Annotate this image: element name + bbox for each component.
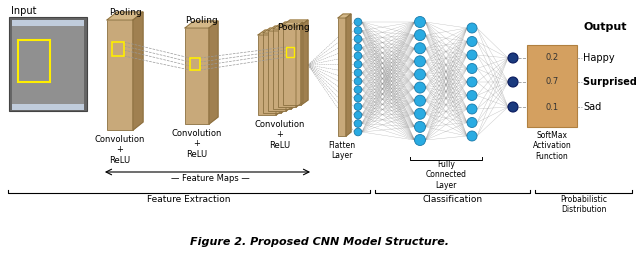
Circle shape bbox=[354, 86, 362, 94]
Text: Happy: Happy bbox=[583, 53, 614, 63]
Text: — Feature Maps —: — Feature Maps — bbox=[171, 174, 250, 183]
Circle shape bbox=[415, 82, 426, 93]
Text: Convolution
+
ReLU: Convolution + ReLU bbox=[254, 120, 305, 150]
Bar bbox=[273, 29, 291, 109]
Text: Figure 2. Proposed CNN Model Structure.: Figure 2. Proposed CNN Model Structure. bbox=[191, 237, 449, 247]
Circle shape bbox=[354, 128, 362, 136]
Bar bbox=[107, 20, 133, 130]
Text: Flatten
Layer: Flatten Layer bbox=[328, 141, 356, 160]
Bar bbox=[185, 28, 209, 124]
Polygon shape bbox=[278, 22, 303, 27]
Bar bbox=[527, 45, 577, 127]
Circle shape bbox=[354, 44, 362, 51]
Polygon shape bbox=[283, 20, 308, 25]
Bar bbox=[278, 27, 296, 107]
Polygon shape bbox=[346, 14, 351, 136]
Circle shape bbox=[467, 131, 477, 141]
Circle shape bbox=[467, 77, 477, 87]
Bar bbox=[263, 33, 281, 113]
Polygon shape bbox=[338, 14, 351, 18]
Circle shape bbox=[354, 111, 362, 119]
Text: 0.7: 0.7 bbox=[545, 78, 559, 87]
Circle shape bbox=[467, 23, 477, 33]
Circle shape bbox=[508, 77, 518, 87]
Polygon shape bbox=[209, 21, 218, 124]
FancyBboxPatch shape bbox=[9, 17, 87, 111]
Text: Convolution
+
ReLU: Convolution + ReLU bbox=[172, 129, 222, 159]
Polygon shape bbox=[301, 20, 308, 105]
Polygon shape bbox=[281, 28, 288, 113]
Polygon shape bbox=[133, 12, 143, 130]
Text: SoftMax
Activation
Function: SoftMax Activation Function bbox=[532, 131, 572, 161]
Circle shape bbox=[508, 102, 518, 112]
Circle shape bbox=[415, 69, 426, 80]
Text: Sad: Sad bbox=[583, 102, 601, 112]
Circle shape bbox=[467, 117, 477, 127]
Polygon shape bbox=[276, 30, 283, 115]
Circle shape bbox=[467, 63, 477, 74]
Bar bbox=[12, 26, 84, 104]
Circle shape bbox=[354, 35, 362, 43]
Circle shape bbox=[415, 43, 426, 54]
Text: Input: Input bbox=[11, 6, 36, 16]
Bar bbox=[268, 31, 286, 111]
Circle shape bbox=[415, 56, 426, 67]
Circle shape bbox=[354, 18, 362, 26]
Polygon shape bbox=[107, 12, 143, 20]
Circle shape bbox=[467, 90, 477, 100]
Text: Convolution
+
ReLU: Convolution + ReLU bbox=[95, 135, 145, 165]
Text: Feature Extraction: Feature Extraction bbox=[147, 195, 231, 204]
Text: Output: Output bbox=[583, 22, 627, 32]
Polygon shape bbox=[296, 22, 303, 107]
Polygon shape bbox=[268, 26, 293, 31]
Text: Pooling: Pooling bbox=[185, 16, 218, 25]
Polygon shape bbox=[291, 24, 298, 109]
Text: Classification: Classification bbox=[422, 195, 483, 204]
Bar bbox=[283, 25, 301, 105]
Text: Surprised ✓: Surprised ✓ bbox=[583, 77, 640, 87]
Circle shape bbox=[354, 94, 362, 102]
Circle shape bbox=[354, 69, 362, 77]
Circle shape bbox=[415, 95, 426, 106]
Circle shape bbox=[467, 36, 477, 47]
Circle shape bbox=[415, 16, 426, 27]
Circle shape bbox=[354, 120, 362, 127]
Circle shape bbox=[354, 27, 362, 34]
Circle shape bbox=[415, 121, 426, 132]
Polygon shape bbox=[185, 21, 218, 28]
Circle shape bbox=[467, 104, 477, 114]
Bar bbox=[12, 20, 84, 110]
Text: 0.1: 0.1 bbox=[545, 103, 559, 112]
Circle shape bbox=[415, 134, 426, 145]
Polygon shape bbox=[263, 28, 288, 33]
Polygon shape bbox=[258, 30, 283, 35]
Polygon shape bbox=[273, 24, 298, 29]
Text: Pooling: Pooling bbox=[109, 8, 141, 17]
Circle shape bbox=[508, 53, 518, 63]
Bar bbox=[190, 58, 200, 70]
Circle shape bbox=[354, 103, 362, 111]
Circle shape bbox=[467, 50, 477, 60]
Bar bbox=[286, 47, 294, 57]
Bar bbox=[338, 18, 346, 136]
Bar bbox=[258, 35, 276, 115]
Text: 0.2: 0.2 bbox=[545, 53, 559, 62]
Text: Pooling: Pooling bbox=[276, 23, 309, 32]
Polygon shape bbox=[286, 26, 293, 111]
Circle shape bbox=[354, 52, 362, 60]
Text: Fully
Connected
Layer: Fully Connected Layer bbox=[426, 160, 467, 190]
Bar bbox=[112, 42, 124, 56]
Circle shape bbox=[415, 30, 426, 41]
Text: Probabilistic
Distribution: Probabilistic Distribution bbox=[560, 195, 607, 214]
Bar bbox=[18, 40, 50, 82]
Circle shape bbox=[415, 108, 426, 119]
Circle shape bbox=[354, 60, 362, 68]
Circle shape bbox=[354, 77, 362, 85]
